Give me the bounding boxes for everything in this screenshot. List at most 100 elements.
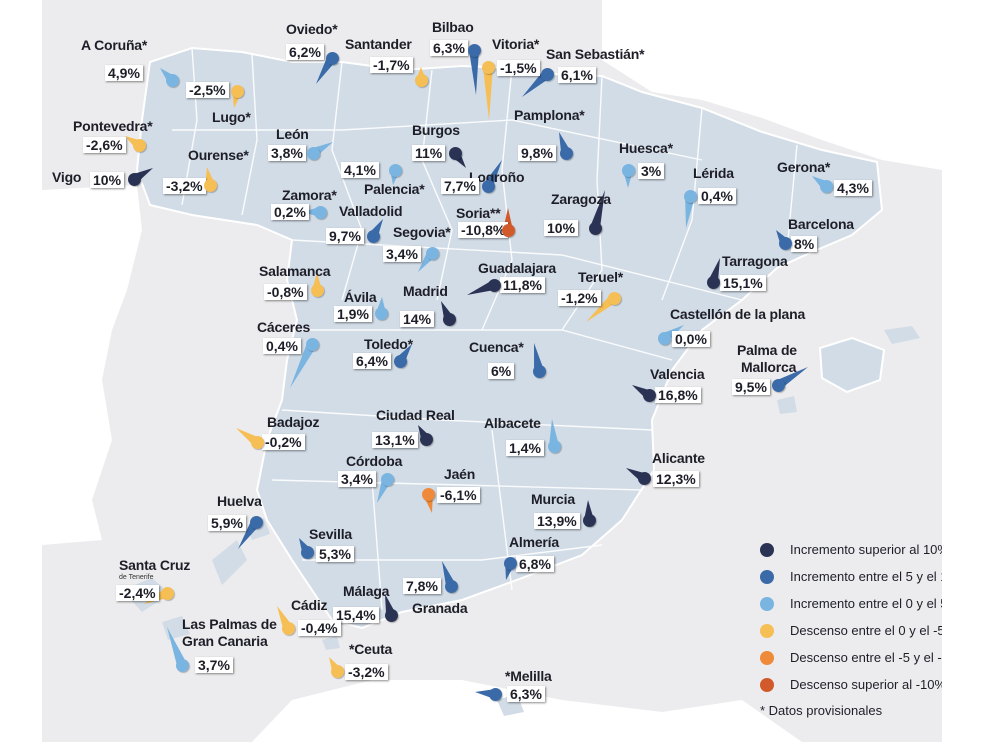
city-name: Burgos	[412, 122, 460, 138]
city-name: Zaragoza	[551, 191, 611, 207]
city-marker	[444, 579, 458, 593]
city-value: 6,3%	[507, 686, 545, 702]
city-value: 5,9%	[208, 515, 246, 531]
city-value: 15,4%	[333, 607, 379, 623]
city-marker	[250, 435, 264, 449]
city-marker	[637, 471, 651, 485]
city-value: 15,1%	[720, 275, 766, 291]
city-name: Pontevedra*	[73, 118, 153, 134]
city-name: Valladolid	[339, 203, 403, 219]
city-marker	[127, 172, 141, 186]
city-marker	[487, 278, 501, 292]
city-name: Vitoria*	[492, 36, 540, 52]
city-value: 12,3%	[653, 471, 699, 487]
city-value: 9,5%	[732, 379, 770, 395]
city-marker	[540, 67, 554, 81]
fuerteventura-land	[212, 540, 247, 585]
city-marker	[547, 439, 561, 453]
city-marker	[503, 556, 517, 570]
city-marker	[384, 608, 398, 622]
city-value: -10,8%	[458, 222, 509, 238]
city-name: *Melilla	[505, 668, 552, 684]
city-value: 9,7%	[326, 228, 364, 244]
zaragoza-pointer	[590, 190, 605, 230]
city-value: 11%	[412, 145, 446, 161]
city-value: 0,2%	[271, 204, 309, 220]
city-marker	[305, 337, 319, 351]
city-marker	[160, 586, 174, 600]
city-marker	[442, 312, 456, 326]
city-marker	[281, 621, 295, 635]
city-marker	[132, 138, 146, 152]
city-name: Bilbao	[432, 19, 474, 35]
city-name: Santa Cruz	[119, 557, 191, 573]
city-value: 0,4%	[698, 188, 736, 204]
city-name: Gerona*	[777, 159, 831, 175]
city-name: Ciudad Real	[376, 407, 455, 423]
city-value: 9,8%	[518, 145, 556, 161]
city-name: Pamplona*	[514, 107, 585, 123]
city-name-line2: Gran Canaria	[182, 633, 268, 649]
city-name-line2: Mallorca	[741, 359, 797, 375]
city-name: Cuenca*	[469, 339, 524, 355]
city-marker	[607, 291, 621, 305]
legend-label: Descenso entre el -5 y el -10%	[790, 650, 942, 665]
city-name: Alicante	[652, 450, 705, 466]
city-marker	[778, 236, 792, 250]
city-marker	[448, 146, 462, 160]
city-marker	[380, 472, 394, 486]
city-marker	[419, 432, 433, 446]
city-marker	[582, 513, 596, 527]
city-marker	[165, 73, 179, 87]
legend-item: Incremento entre el 5 y el 10%	[752, 567, 942, 585]
city-marker	[393, 354, 407, 368]
city-value: 3,8%	[268, 145, 306, 161]
city-name: Vigo	[52, 169, 82, 185]
city-name: Lugo*	[212, 109, 251, 125]
city-name: *Ceuta	[349, 641, 393, 657]
city-marker	[230, 84, 244, 98]
city-marker	[657, 331, 671, 345]
city-marker	[325, 51, 339, 65]
city-marker	[706, 275, 720, 289]
vitoria-pointer	[483, 66, 493, 120]
city-value: 6,2%	[286, 44, 324, 60]
city-marker	[249, 515, 263, 529]
city-marker	[330, 664, 344, 678]
bilbao-pointer	[469, 49, 479, 95]
city-name: Zamora*	[282, 187, 337, 203]
africa-land	[252, 680, 802, 742]
city-marker	[300, 545, 314, 559]
city-name: Albacete	[484, 415, 541, 431]
legend-swatch	[760, 651, 774, 665]
city-value: -3,2%	[345, 664, 388, 680]
city-name: Teruel*	[578, 269, 624, 285]
city-value: 1,4%	[506, 440, 544, 456]
legend-label: Incremento entre el 5 y el 10%	[790, 569, 942, 584]
city-value: -1,7%	[370, 57, 413, 73]
city-marker	[621, 163, 635, 177]
city-value: 3,4%	[383, 246, 421, 262]
city-value: 6%	[488, 363, 515, 379]
city-name: Huesca*	[619, 140, 673, 156]
city-name: Valencia	[650, 366, 705, 382]
city-marker	[532, 364, 546, 378]
city-marker	[559, 146, 573, 160]
city-name: Badajoz	[267, 414, 320, 430]
city-name: Cáceres	[257, 319, 311, 335]
city-name: Cádiz	[291, 597, 328, 613]
city-marker	[313, 205, 327, 219]
city-marker	[175, 658, 189, 672]
city-name: Logroño	[469, 169, 525, 185]
city-marker	[488, 687, 502, 701]
city-name: Palma de	[737, 342, 797, 358]
city-marker	[374, 306, 388, 320]
city-name: Ávila	[344, 289, 377, 305]
city-marker	[481, 60, 495, 74]
menorca-land	[884, 326, 920, 344]
city-marker	[501, 223, 515, 237]
city-marker	[819, 179, 833, 193]
legend-label: Incremento entre el 0 y el 5%	[790, 596, 942, 611]
city-name: Santander	[345, 36, 412, 52]
city-marker	[425, 246, 439, 260]
